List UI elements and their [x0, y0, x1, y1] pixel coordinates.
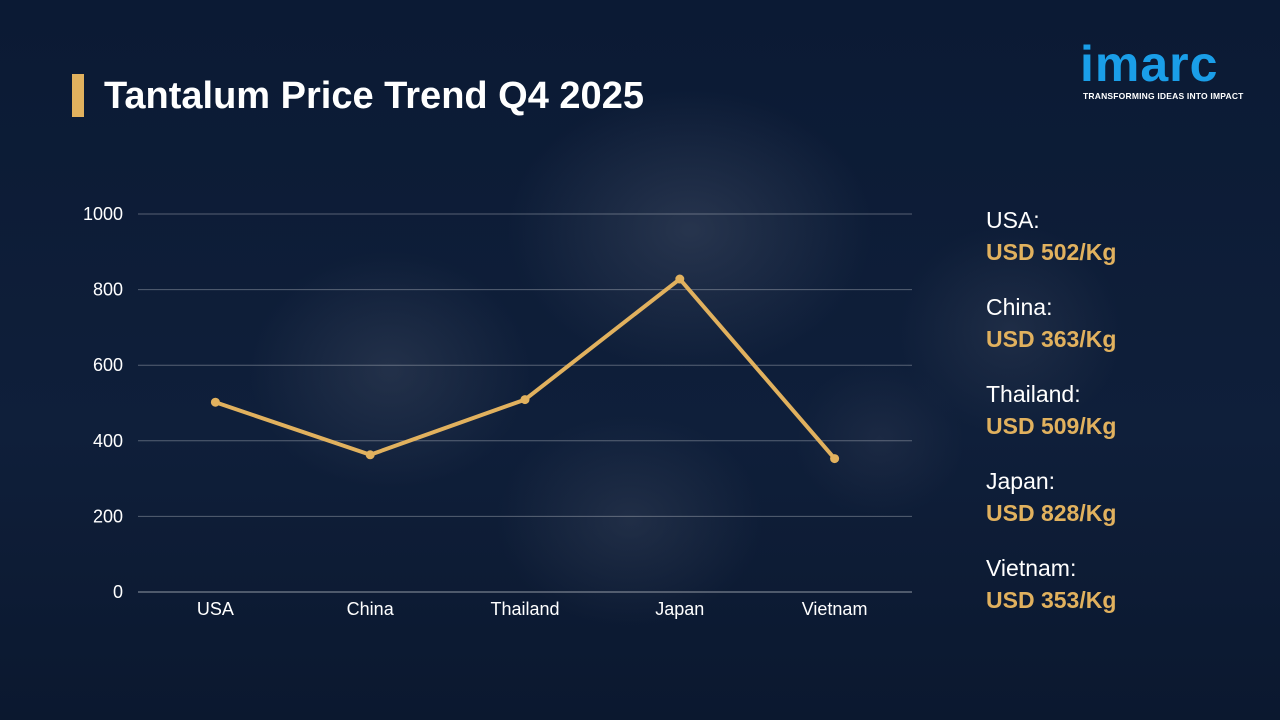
legend-item-vietnam: Vietnam: USD 353/Kg: [986, 552, 1266, 639]
data-point: [520, 395, 530, 405]
legend-price: USD 502/Kg: [986, 239, 1117, 265]
y-tick-label: 0: [113, 582, 123, 602]
x-tick-label: Vietnam: [802, 599, 868, 619]
data-point: [210, 397, 220, 407]
legend-price: USD 509/Kg: [986, 413, 1117, 439]
legend-price: USD 363/Kg: [986, 326, 1117, 352]
x-tick-label: China: [347, 599, 395, 619]
y-tick-label: 600: [93, 355, 123, 375]
title-accent-bar: [72, 74, 84, 117]
imarc-logo: imarc TRANSFORMING IDEAS INTO IMPACT: [1080, 32, 1250, 104]
y-tick-label: 400: [93, 431, 123, 451]
y-axis-tick-labels: 0 200 400 600 800 1000: [83, 204, 123, 602]
x-tick-label: Japan: [655, 599, 704, 619]
x-axis-tick-labels: USA China Thailand Japan Vietnam: [197, 599, 868, 619]
legend-country: USA:: [986, 207, 1040, 233]
price-legend: USA: USD 502/Kg China: USD 363/Kg Thaila…: [986, 204, 1266, 639]
chart-series: [210, 274, 840, 464]
page-title: Tantalum Price Trend Q4 2025: [104, 75, 644, 117]
legend-country: Vietnam:: [986, 555, 1077, 581]
data-point: [675, 274, 685, 284]
legend-country: China:: [986, 294, 1053, 320]
legend-country: Japan:: [986, 468, 1056, 494]
chart-gridlines: [138, 213, 912, 593]
logo-wordmark: imarc: [1080, 36, 1219, 92]
x-tick-label: USA: [197, 599, 234, 619]
series-line: [213, 277, 837, 461]
legend-price: USD 353/Kg: [986, 587, 1117, 613]
y-tick-label: 200: [93, 506, 123, 526]
data-point: [830, 454, 840, 464]
legend-country: Thailand:: [986, 381, 1081, 407]
legend-item-usa: USA: USD 502/Kg: [986, 204, 1266, 291]
data-point: [365, 450, 375, 460]
legend-item-china: China: USD 363/Kg: [986, 291, 1266, 378]
legend-item-japan: Japan: USD 828/Kg: [986, 465, 1266, 552]
legend-item-thailand: Thailand: USD 509/Kg: [986, 378, 1266, 465]
legend-price: USD 828/Kg: [986, 500, 1117, 526]
y-tick-label: 800: [93, 280, 123, 300]
logo-tagline: TRANSFORMING IDEAS INTO IMPACT: [1083, 91, 1244, 101]
x-tick-label: Thailand: [490, 599, 559, 619]
y-tick-label: 1000: [83, 204, 123, 224]
